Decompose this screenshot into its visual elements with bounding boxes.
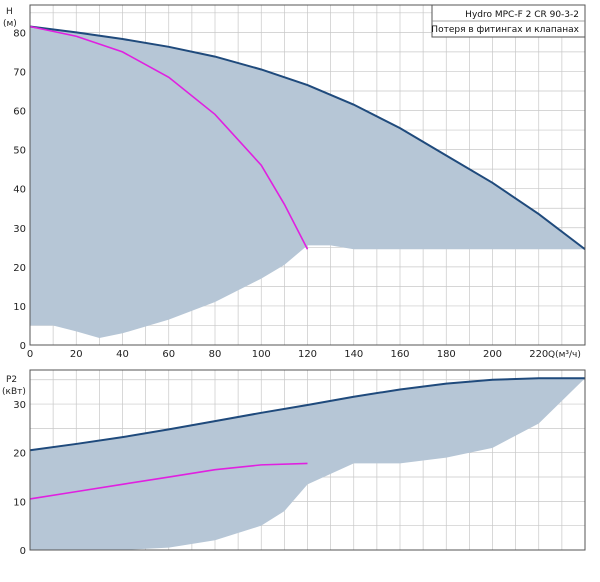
- system-loss-curve: [29, 462, 308, 500]
- power-y-tick-labels: 0 10 20 30: [13, 400, 26, 557]
- x-tick-label: 140: [344, 349, 363, 360]
- y-tick-label: 20: [13, 449, 26, 460]
- y-tick-label: 20: [13, 263, 26, 274]
- y-tick-label: 10: [13, 302, 26, 313]
- power-y-label: P2: [6, 375, 17, 385]
- x-tick-label: 120: [298, 349, 317, 360]
- legend-product-name: Hydro MPC-F 2 CR 90-3-2: [465, 10, 579, 20]
- legend-system-note: Потеря в фитингах и клапанах: [431, 25, 579, 35]
- y-tick-label: 50: [13, 146, 26, 157]
- max-speed-curve: [29, 377, 585, 452]
- power-y-unit: (кВт): [2, 387, 26, 397]
- head-x-tick-labels: 0 20 40 60 80 100 120 140 160 180 200 220: [27, 349, 548, 360]
- operating-envelope-area: [30, 26, 585, 338]
- y-tick-label: 70: [13, 67, 26, 78]
- y-tick-label: 80: [13, 28, 26, 39]
- head-y-unit: (м): [3, 19, 17, 29]
- x-tick-label: 0: [27, 349, 33, 360]
- system-loss-curve: [29, 25, 309, 250]
- legend: Hydro MPC-F 2 CR 90-3-2 Потеря в фитинга…: [431, 4, 586, 38]
- head-envelope: [30, 26, 585, 338]
- power-plot-frame: [29, 369, 586, 551]
- y-tick-label: 0: [20, 341, 26, 352]
- y-tick-label: 30: [13, 400, 26, 411]
- head-plot-frame: [29, 4, 586, 346]
- x-tick-label: 160: [390, 349, 409, 360]
- head-x-label: Q(м³/ч): [548, 350, 581, 360]
- x-tick-label: 20: [70, 349, 83, 360]
- y-tick-label: 60: [13, 107, 26, 118]
- x-tick-label: 180: [437, 349, 456, 360]
- y-tick-label: 0: [20, 546, 26, 557]
- y-tick-label: 10: [13, 497, 26, 508]
- y-tick-label: 30: [13, 224, 26, 235]
- max-speed-curve: [29, 25, 586, 251]
- head-y-tick-labels: 0 10 20 30 40 50 60 70 80: [13, 28, 26, 352]
- power-plot: 0 10 20 30 P2 (кВт): [2, 369, 586, 557]
- x-tick-label: 80: [209, 349, 222, 360]
- x-tick-label: 220: [529, 349, 548, 360]
- head-y-label: H: [6, 7, 13, 17]
- x-tick-label: 40: [116, 349, 129, 360]
- x-tick-label: 200: [483, 349, 502, 360]
- head-plot: 0 10 20 30 40 50 60 70 80 0 20 40 60 80 100 120 140 160 1…: [3, 4, 586, 360]
- head-curves: [29, 25, 586, 251]
- y-tick-label: 40: [13, 185, 26, 196]
- power-curves: [29, 377, 585, 500]
- x-tick-label: 100: [252, 349, 271, 360]
- x-tick-label: 60: [162, 349, 175, 360]
